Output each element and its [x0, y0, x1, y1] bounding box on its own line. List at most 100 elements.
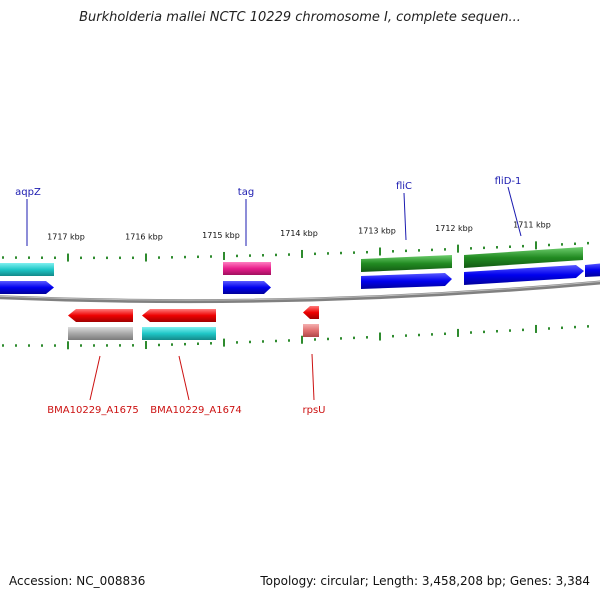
upper-minor-tick	[340, 251, 342, 255]
gene-label-tag[interactable]: tag	[238, 187, 254, 198]
lower-minor-tick	[80, 344, 82, 347]
gene-fliD-1-shadow[interactable]	[464, 247, 583, 268]
upper-minor-tick	[80, 256, 82, 260]
lower-minor-tick	[574, 325, 576, 329]
upper-minor-tick	[236, 254, 238, 258]
lower-minor-tick	[496, 329, 498, 333]
upper-minor-tick	[509, 245, 511, 248]
gene-label-BMA10229_A1674[interactable]: BMA10229_A1674	[150, 405, 241, 416]
upper-major-tick	[457, 244, 459, 253]
lower-minor-tick	[314, 338, 316, 341]
gene-label-aqpZ[interactable]: aqpZ	[15, 187, 41, 198]
lower-minor-tick	[93, 344, 95, 347]
lower-minor-tick	[275, 339, 277, 343]
kbp-label: 1714 kbp	[280, 229, 318, 238]
lower-minor-tick	[366, 336, 368, 339]
upper-major-tick	[535, 241, 537, 250]
upper-minor-tick	[587, 241, 589, 245]
gene-rpsU-cds[interactable]	[303, 306, 319, 319]
gene-right-edge-cds[interactable]	[585, 263, 600, 277]
kbp-label: 1713 kbp	[358, 227, 396, 236]
upper-minor-tick	[275, 253, 277, 257]
lower-major-tick	[379, 332, 381, 341]
lower-minor-tick	[340, 337, 342, 340]
gene-aqpZ-shadow[interactable]	[0, 263, 54, 276]
upper-minor-tick	[366, 250, 368, 254]
lower-minor-tick	[41, 344, 43, 347]
lower-major-tick	[301, 335, 303, 344]
upper-minor-tick	[405, 249, 407, 253]
upper-minor-tick	[561, 243, 563, 246]
lower-major-tick	[223, 338, 225, 347]
leader-line-rpsU	[311, 353, 315, 401]
upper-minor-tick	[262, 254, 264, 257]
lower-minor-tick	[262, 340, 264, 343]
upper-minor-tick	[158, 256, 160, 259]
gene-tag-cds[interactable]	[223, 281, 271, 294]
lower-minor-tick	[392, 334, 394, 338]
gene-label-rpsU[interactable]: rpsU	[303, 405, 326, 416]
leader-line-fliC	[403, 192, 407, 241]
gene-BMA10229_A1674-shadow[interactable]	[142, 327, 216, 340]
lower-minor-tick	[158, 343, 160, 347]
upper-minor-tick	[431, 248, 433, 252]
gene-rpsU-shadow[interactable]	[303, 324, 319, 337]
upper-minor-tick	[496, 246, 498, 249]
upper-minor-tick	[106, 256, 108, 260]
upper-minor-tick	[93, 256, 95, 260]
upper-minor-tick	[392, 250, 394, 253]
gene-BMA10229_A1675-cds[interactable]	[68, 309, 133, 322]
lower-minor-tick	[288, 339, 290, 342]
lower-major-tick	[145, 341, 147, 350]
lower-minor-tick	[28, 344, 30, 347]
upper-minor-tick	[54, 256, 56, 260]
kbp-scale-labels: 1717 kbp 1716 kbp 1715 kbp 1714 kbp 1713 kbp…	[47, 221, 551, 242]
lower-minor-tick	[418, 333, 420, 337]
upper-minor-tick	[418, 249, 420, 252]
gene-fliC-shadow[interactable]	[361, 255, 452, 272]
gene-BMA10229_A1674-cds[interactable]	[142, 309, 216, 322]
gene-label-fliC[interactable]: fliC	[396, 181, 412, 192]
lower-minor-tick	[236, 341, 238, 344]
gene-label-fliD-1[interactable]: fliD-1	[495, 176, 522, 187]
gene-fliD-1-cds[interactable]	[464, 265, 584, 285]
upper-minor-tick	[574, 242, 576, 246]
lower-minor-tick	[470, 331, 472, 334]
gene-fliC-cds[interactable]	[361, 273, 452, 289]
gene-BMA10229_A1675-shadow[interactable]	[68, 327, 133, 340]
upper-major-tick	[145, 253, 147, 262]
chromosome-backbone-highlight	[0, 280, 600, 301]
kbp-label: 1717 kbp	[47, 233, 85, 242]
lower-minor-tick	[522, 328, 524, 332]
gene-aqpZ-cds[interactable]	[0, 281, 54, 294]
upper-minor-tick	[470, 247, 472, 250]
upper-minor-tick	[184, 255, 186, 259]
upper-minor-tick	[119, 256, 121, 260]
lower-major-tick	[67, 341, 69, 350]
upper-tick-track	[2, 241, 589, 262]
lower-minor-tick	[184, 342, 186, 346]
leader-line-BMA10229_A1674	[178, 355, 190, 401]
upper-minor-tick	[197, 255, 199, 259]
upper-minor-tick	[548, 243, 550, 247]
upper-minor-tick	[288, 253, 290, 256]
lower-minor-tick	[171, 343, 173, 346]
kbp-label: 1712 kbp	[435, 224, 473, 233]
lower-minor-tick	[106, 344, 108, 347]
gene-tag-shadow[interactable]	[223, 262, 271, 275]
kbp-label: 1711 kbp	[513, 221, 551, 230]
upper-minor-tick	[2, 256, 4, 259]
chromosome-backbone	[0, 280, 600, 304]
lower-minor-tick	[249, 340, 251, 344]
lower-minor-tick	[197, 342, 199, 345]
upper-minor-tick	[132, 256, 134, 260]
gene-label-BMA10229_A1675[interactable]: BMA10229_A1675	[47, 405, 138, 416]
leader-line-fliD-1	[507, 186, 522, 237]
lower-major-tick	[457, 328, 459, 337]
upper-minor-tick	[327, 252, 329, 255]
topology-text: Topology: circular; Length: 3,458,208 bp…	[260, 574, 590, 588]
leader-line-BMA10229_A1675	[89, 355, 101, 401]
lower-minor-tick	[119, 344, 121, 347]
lower-minor-tick	[587, 325, 589, 328]
